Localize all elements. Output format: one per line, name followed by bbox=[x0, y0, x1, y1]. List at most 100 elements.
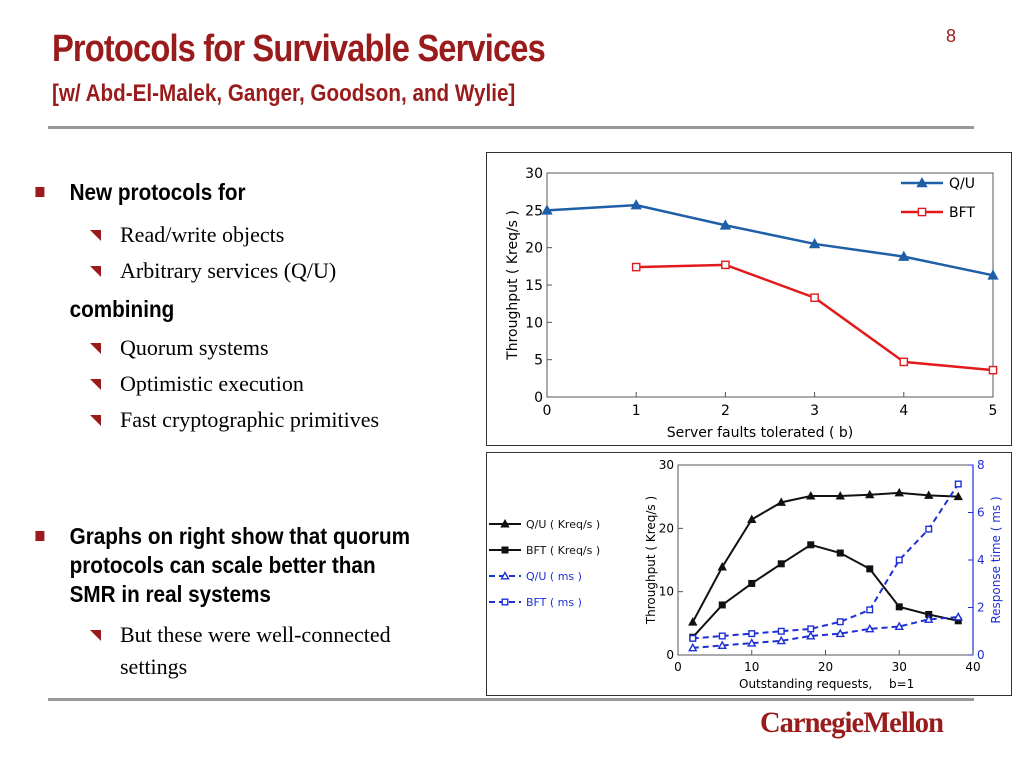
x-axis-note: b=1 bbox=[889, 677, 914, 691]
x-tick-label: 0 bbox=[543, 403, 552, 419]
y2-tick-label: 8 bbox=[977, 458, 985, 472]
bullet-graphs: Graphs on right show that quorum protoco… bbox=[30, 522, 426, 609]
data-point-marker bbox=[721, 260, 730, 270]
data-point-marker bbox=[866, 606, 874, 614]
triangle-bullet-icon bbox=[90, 343, 101, 354]
x-tick-label: 2 bbox=[721, 403, 730, 419]
data-point-marker bbox=[717, 640, 727, 650]
bullet-list: New protocols for Read/write objects Arb… bbox=[30, 178, 470, 683]
data-point-marker bbox=[954, 480, 962, 488]
data-point-marker bbox=[776, 635, 786, 645]
data-point-marker bbox=[808, 237, 821, 249]
triangle-bullet-icon bbox=[90, 230, 101, 241]
y-tick-label: 20 bbox=[525, 241, 543, 257]
logo: CarnegieMellon bbox=[760, 706, 944, 739]
data-point-marker bbox=[899, 357, 909, 367]
x-tick-label: 0 bbox=[674, 660, 682, 674]
legend-marker bbox=[500, 571, 510, 580]
x-tick-label: 3 bbox=[810, 403, 819, 419]
sub-bullet-text-line: But these were well-connected bbox=[120, 622, 391, 647]
title-divider bbox=[48, 126, 974, 129]
data-point-marker bbox=[747, 514, 757, 523]
slide-subtitle: [w/ Abd-El-Malek, Ganger, Goodson, and W… bbox=[52, 80, 516, 107]
data-point-marker bbox=[806, 631, 816, 640]
y-tick-label: 20 bbox=[659, 521, 674, 535]
sub-bullet-read-write: Read/write objects bbox=[30, 219, 470, 251]
y-axis-label: Throughput ( Kreq/s ) bbox=[644, 496, 658, 625]
data-point-marker bbox=[777, 627, 785, 635]
triangle-bullet-icon bbox=[90, 379, 101, 390]
y-tick-label: 30 bbox=[525, 166, 543, 182]
data-point-marker bbox=[987, 269, 999, 280]
data-point-marker bbox=[866, 565, 874, 573]
data-point-marker bbox=[689, 634, 697, 642]
bullet-text-line: Graphs on right show that quorum bbox=[69, 523, 410, 549]
data-point-marker bbox=[953, 491, 963, 501]
square-bullet-icon bbox=[35, 187, 45, 197]
legend-label: Q/U ( Kreq/s ) bbox=[526, 518, 600, 531]
data-point-marker bbox=[541, 204, 553, 215]
data-point-marker bbox=[988, 365, 998, 375]
data-point-marker bbox=[810, 293, 819, 302]
legend-label: BFT bbox=[949, 205, 975, 221]
data-point-marker bbox=[836, 618, 844, 626]
data-point-marker bbox=[630, 199, 642, 210]
data-point-marker bbox=[748, 579, 756, 587]
data-point-marker bbox=[898, 250, 910, 261]
sub-bullet-quorum: Quorum systems bbox=[30, 332, 470, 364]
legend-marker bbox=[500, 519, 510, 528]
chart-requests-panel: 0 10 20 30 0 2 4 6 8 0 10 20 30 40 Outstanding request… bbox=[486, 452, 1012, 696]
y-tick-label: 30 bbox=[659, 458, 674, 472]
data-point-marker bbox=[953, 612, 963, 621]
data-point-marker bbox=[894, 487, 904, 497]
data-point-marker bbox=[718, 632, 726, 640]
y2-tick-label: 0 bbox=[977, 648, 985, 662]
legend-marker bbox=[916, 177, 928, 188]
data-point-marker bbox=[776, 497, 786, 506]
x-axis-label: Server faults tolerated ( b) bbox=[667, 425, 853, 441]
chart-throughput-vs-requests: 0 10 20 30 0 2 4 6 8 0 10 20 30 40 Outstanding request… bbox=[489, 458, 1003, 691]
data-point-marker bbox=[806, 491, 816, 500]
y2-tick-label: 4 bbox=[977, 553, 985, 567]
x-axis-label: Outstanding requests, bbox=[739, 677, 872, 691]
chart-throughput-vs-faults: 0 5 10 15 20 25 30 0 1 2 3 4 5 Server faults tolerate… bbox=[505, 166, 999, 441]
data-point-marker bbox=[865, 489, 875, 499]
combining-label: combining bbox=[69, 296, 175, 322]
bullet-text-line: protocols can scale better than bbox=[69, 552, 376, 578]
x-tick-label: 20 bbox=[818, 660, 833, 674]
y-tick-label: 0 bbox=[666, 648, 674, 662]
sub-bullet-arbitrary-services: Arbitrary services (Q/U) bbox=[30, 255, 470, 287]
legend-marker bbox=[501, 546, 509, 554]
sub-bullet-text: Fast cryptographic primitives bbox=[120, 407, 380, 432]
data-point-marker bbox=[719, 219, 732, 230]
square-bullet-icon bbox=[35, 531, 45, 541]
bullet-text: New protocols for bbox=[69, 179, 246, 205]
sub-bullet-text: Arbitrary services (Q/U) bbox=[120, 258, 337, 283]
bullet-text-line: SMR in real systems bbox=[69, 581, 271, 607]
y-tick-label: 15 bbox=[525, 278, 543, 294]
data-point-marker bbox=[688, 617, 698, 626]
data-point-marker bbox=[748, 630, 756, 638]
page-number: 8 bbox=[946, 26, 957, 46]
data-point-marker bbox=[895, 556, 903, 564]
y-tick-label: 0 bbox=[534, 390, 543, 406]
data-point-marker bbox=[807, 625, 815, 633]
series-line bbox=[692, 483, 960, 640]
x-tick-label: 4 bbox=[899, 403, 908, 419]
y2-tick-label: 2 bbox=[977, 601, 985, 615]
data-point-marker bbox=[865, 623, 875, 633]
y-tick-label: 10 bbox=[659, 585, 674, 599]
sub-bullet-well-connected: But these were well-connected settings bbox=[30, 619, 470, 683]
legend-label: BFT ( ms ) bbox=[526, 596, 582, 609]
data-point-marker bbox=[631, 262, 641, 272]
sub-bullet-crypto: Fast cryptographic primitives bbox=[30, 404, 470, 436]
slide-title: Protocols for Survivable Services bbox=[52, 28, 546, 70]
x-tick-label: 10 bbox=[744, 660, 759, 674]
y-tick-label: 10 bbox=[525, 315, 543, 331]
data-point-marker bbox=[835, 491, 845, 500]
data-point-marker bbox=[717, 562, 727, 571]
sub-bullet-text: Quorum systems bbox=[120, 335, 269, 360]
data-point-marker bbox=[836, 549, 844, 557]
y2-axis-label: Response time ( ms ) bbox=[989, 496, 1003, 623]
data-point-marker bbox=[895, 603, 903, 611]
